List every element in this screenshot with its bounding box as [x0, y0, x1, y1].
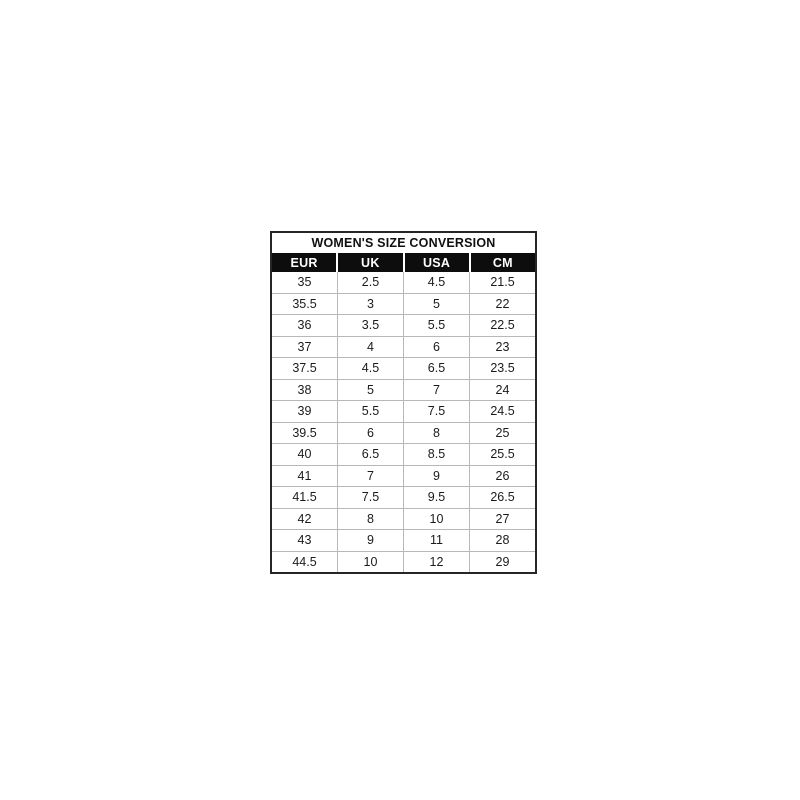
table-cell-uk: 3	[337, 293, 403, 314]
table-cell-uk: 9	[337, 530, 403, 551]
table-cell-usa: 6	[403, 336, 469, 357]
table-cell-usa: 5	[403, 293, 469, 314]
table-cell-eur: 36	[272, 315, 337, 336]
table-row: 37 4 6 23	[272, 335, 535, 357]
table-cell-usa: 6.5	[403, 358, 469, 379]
table-cell-eur: 37.5	[272, 358, 337, 379]
table-cell-uk: 5	[337, 379, 403, 400]
table-row: 41.5 7.5 9.5 26.5	[272, 486, 535, 508]
column-header-uk: UK	[336, 253, 403, 272]
column-header-cm: CM	[468, 253, 535, 272]
table-body: 35 2.5 4.5 21.5 35.5 3 5 22 36 3.5 5.5 22.5 37 4 6 23 37…	[272, 272, 535, 572]
table-title: WOMEN'S SIZE CONVERSION	[272, 233, 535, 253]
table-cell-usa: 7.5	[403, 401, 469, 422]
table-cell-eur: 43	[272, 530, 337, 551]
size-conversion-table: WOMEN'S SIZE CONVERSION EUR UK USA CM 35 2.5…	[270, 231, 537, 574]
column-header-eur: EUR	[272, 253, 337, 272]
table-cell-usa: 12	[403, 551, 469, 572]
table-cell-cm: 22.5	[469, 315, 535, 336]
table-cell-usa: 9	[403, 465, 469, 486]
table-row: 37.5 4.5 6.5 23.5	[272, 357, 535, 379]
table-row: 39.5 6 8 25	[272, 421, 535, 443]
table-cell-uk: 10	[337, 551, 403, 572]
table-cell-cm: 26	[469, 465, 535, 486]
table-cell-uk: 2.5	[337, 272, 403, 293]
table-cell-uk: 7.5	[337, 487, 403, 508]
table-cell-cm: 26.5	[469, 487, 535, 508]
table-cell-usa: 7	[403, 379, 469, 400]
table-row: 44.5 10 12 29	[272, 550, 535, 572]
table-row: 39 5.5 7.5 24.5	[272, 400, 535, 422]
table-row: 35 2.5 4.5 21.5	[272, 272, 535, 293]
table-cell-usa: 8	[403, 422, 469, 443]
table-cell-usa: 10	[403, 508, 469, 529]
table-cell-usa: 9.5	[403, 487, 469, 508]
table-cell-cm: 23.5	[469, 358, 535, 379]
table-row: 43 9 11 28	[272, 529, 535, 551]
table-cell-uk: 3.5	[337, 315, 403, 336]
table-cell-cm: 21.5	[469, 272, 535, 293]
table-cell-uk: 5.5	[337, 401, 403, 422]
table-cell-eur: 42	[272, 508, 337, 529]
column-header-usa: USA	[402, 253, 469, 272]
table-cell-uk: 6.5	[337, 444, 403, 465]
table-cell-cm: 22	[469, 293, 535, 314]
table-row: 35.5 3 5 22	[272, 292, 535, 314]
table-cell-uk: 7	[337, 465, 403, 486]
table-cell-eur: 41.5	[272, 487, 337, 508]
table-cell-usa: 11	[403, 530, 469, 551]
table-cell-cm: 25	[469, 422, 535, 443]
table-cell-usa: 8.5	[403, 444, 469, 465]
table-cell-uk: 4	[337, 336, 403, 357]
table-cell-eur: 40	[272, 444, 337, 465]
table-cell-eur: 38	[272, 379, 337, 400]
table-cell-uk: 6	[337, 422, 403, 443]
table-cell-eur: 37	[272, 336, 337, 357]
table-cell-cm: 29	[469, 551, 535, 572]
table-row: 38 5 7 24	[272, 378, 535, 400]
table-cell-cm: 24	[469, 379, 535, 400]
table-cell-cm: 23	[469, 336, 535, 357]
table-cell-eur: 39.5	[272, 422, 337, 443]
table-cell-eur: 35	[272, 272, 337, 293]
table-cell-eur: 41	[272, 465, 337, 486]
table-cell-cm: 28	[469, 530, 535, 551]
table-cell-uk: 8	[337, 508, 403, 529]
table-header-row: EUR UK USA CM	[272, 253, 535, 272]
table-cell-cm: 25.5	[469, 444, 535, 465]
table-cell-eur: 39	[272, 401, 337, 422]
table-row: 42 8 10 27	[272, 507, 535, 529]
table-cell-eur: 44.5	[272, 551, 337, 572]
table-cell-uk: 4.5	[337, 358, 403, 379]
table-cell-usa: 5.5	[403, 315, 469, 336]
table-row: 41 7 9 26	[272, 464, 535, 486]
table-cell-cm: 27	[469, 508, 535, 529]
table-cell-usa: 4.5	[403, 272, 469, 293]
table-row: 36 3.5 5.5 22.5	[272, 314, 535, 336]
table-cell-cm: 24.5	[469, 401, 535, 422]
table-cell-eur: 35.5	[272, 293, 337, 314]
table-row: 40 6.5 8.5 25.5	[272, 443, 535, 465]
